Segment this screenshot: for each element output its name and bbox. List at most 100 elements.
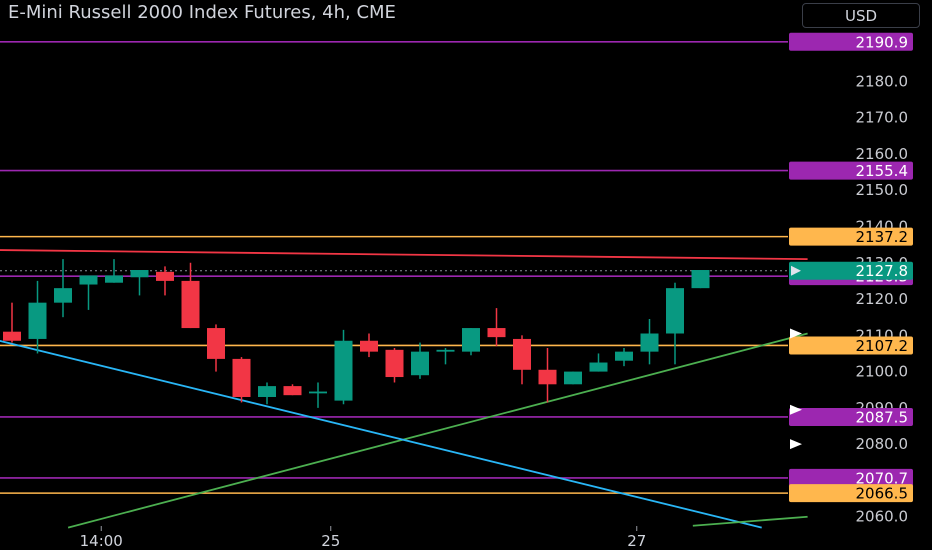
candle	[79, 275, 98, 310]
price-tag-label: 2087.5	[856, 408, 909, 426]
candle	[360, 333, 378, 358]
candle	[181, 262, 200, 329]
axis-marker-icon	[790, 404, 802, 415]
candle	[487, 308, 506, 347]
trendlines	[0, 249, 808, 529]
candle	[436, 348, 455, 365]
candle	[462, 328, 480, 356]
y-tick-label: 2120.0	[856, 290, 909, 308]
price-tag: 2137.2	[789, 227, 913, 246]
price-tag: 2066.5	[789, 484, 913, 503]
current-price-label: 2127.8	[856, 262, 909, 280]
price-tag-bg	[789, 336, 913, 355]
y-tick-label: 2080.0	[856, 435, 909, 453]
candle-body	[54, 288, 72, 303]
axis-marker-icon	[790, 328, 802, 339]
price-tag-label: 2070.7	[856, 469, 909, 487]
candles	[3, 259, 710, 408]
y-tick-label: 2160.0	[856, 145, 909, 163]
y-tick-label: 2180.0	[856, 72, 909, 90]
candle	[105, 259, 123, 283]
candle-body	[105, 275, 123, 283]
candle-body	[181, 280, 200, 329]
candle	[589, 353, 608, 372]
price-tag-label: 2066.5	[856, 485, 909, 503]
candle-body	[538, 369, 557, 385]
candle	[156, 266, 174, 296]
candle	[207, 324, 225, 372]
price-tag: 2107.2	[789, 336, 913, 355]
candle-body	[3, 331, 21, 341]
candle-body	[513, 338, 531, 370]
price-tag: 2155.4	[789, 161, 913, 180]
price-tag-label: 2190.9	[856, 33, 909, 51]
price-tag-label: 2107.2	[856, 337, 909, 355]
candle-body	[207, 328, 225, 359]
price-tag-bg	[789, 407, 913, 426]
candle	[640, 318, 659, 365]
candle	[130, 270, 149, 296]
candle-body	[436, 349, 455, 352]
y-tick-label: 2100.0	[856, 363, 909, 381]
candle	[232, 357, 251, 403]
candle-body	[666, 288, 684, 334]
candle-body	[691, 270, 710, 289]
candle-body	[232, 358, 251, 397]
x-tick-label: 14:00	[80, 532, 123, 550]
price-tag-bg	[789, 227, 913, 246]
trendline-support-2	[692, 515, 808, 527]
trendline-channel	[0, 340, 762, 529]
chart-title: E-Mini Russell 2000 Index Futures, 4h, C…	[8, 2, 396, 23]
candle-body	[360, 340, 378, 352]
candle-body	[589, 362, 608, 372]
axis-marker-icon	[790, 439, 802, 450]
candle-body	[462, 328, 480, 352]
candle	[411, 342, 429, 379]
candle	[538, 348, 557, 403]
candle-body	[640, 333, 659, 352]
candle	[54, 259, 72, 318]
y-tick-label: 2060.0	[856, 508, 909, 526]
price-tag-label: 2137.2	[856, 228, 909, 246]
candle-body	[283, 386, 302, 396]
candle	[615, 348, 633, 367]
candle-body	[28, 302, 47, 339]
candle-body	[258, 386, 276, 397]
candle-body	[130, 270, 149, 278]
candle-body	[615, 351, 633, 361]
trendline-support	[67, 332, 808, 529]
candle-body	[564, 371, 582, 385]
candle-body	[156, 271, 174, 281]
candle	[513, 335, 531, 385]
x-tick-label: 25	[321, 532, 340, 550]
candle-body	[334, 340, 353, 401]
horizontal-levels	[0, 41, 788, 494]
candle	[385, 348, 404, 383]
time-axis[interactable]: 14:00 25 27	[80, 526, 647, 550]
candle	[309, 382, 327, 408]
candle	[564, 371, 582, 385]
price-tag: 2070.7	[789, 468, 913, 487]
price-tag-label: 2155.4	[856, 162, 909, 180]
candle	[691, 270, 710, 289]
y-tick-label: 2170.0	[856, 109, 909, 127]
price-tag-bg	[789, 161, 913, 180]
candle	[283, 384, 302, 396]
candle	[666, 282, 684, 365]
candle-body	[411, 351, 429, 376]
candle	[3, 302, 21, 343]
price-tag-bg	[789, 484, 913, 503]
price-tag-bg	[789, 468, 913, 487]
price-axis[interactable]: 2060.02070.02080.02090.02100.02110.02120…	[856, 72, 909, 525]
candle-body	[487, 328, 506, 338]
current-price-tag-bg	[789, 261, 913, 280]
axis-arrows	[790, 328, 802, 450]
candle-body	[385, 349, 404, 378]
trendline-resistance	[0, 249, 808, 261]
price-tags: 2190.92155.42137.22126.32107.22087.52070…	[789, 32, 913, 503]
current-price-arrow-icon	[791, 265, 801, 276]
candle-body	[79, 275, 98, 285]
currency-button[interactable]: USD	[802, 3, 920, 28]
candle	[28, 280, 47, 354]
